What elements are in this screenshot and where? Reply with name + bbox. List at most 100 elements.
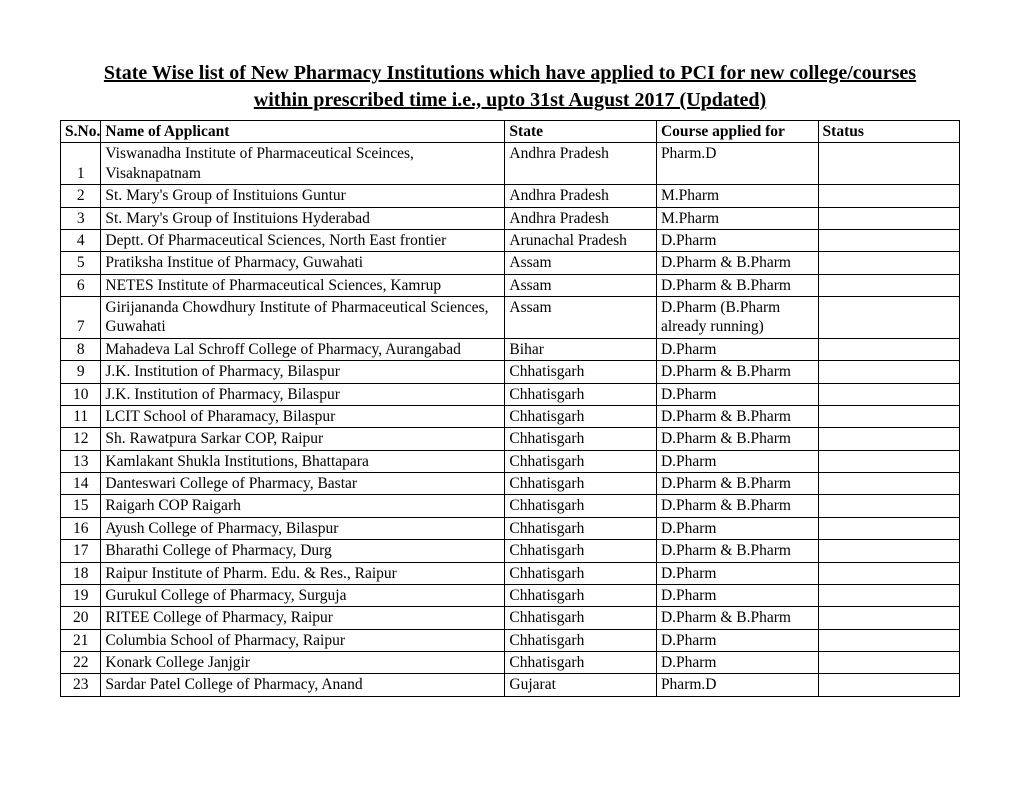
table-row: 18Raipur Institute of Pharm. Edu. & Res.… <box>61 562 960 584</box>
cell-sno: 18 <box>61 562 101 584</box>
cell-sno: 1 <box>61 143 101 185</box>
table-row: 3St. Mary's Group of Instituions Hyderab… <box>61 207 960 229</box>
cell-name: Mahadeva Lal Schroff College of Pharmacy… <box>101 338 505 360</box>
cell-sno: 14 <box>61 473 101 495</box>
cell-status <box>818 540 959 562</box>
cell-status <box>818 361 959 383</box>
cell-course: D.Pharm & B.Pharm <box>656 405 818 427</box>
cell-course: M.Pharm <box>656 207 818 229</box>
cell-state: Arunachal Pradesh <box>505 229 657 251</box>
cell-name: Columbia School of Pharmacy, Raipur <box>101 629 505 651</box>
cell-state: Chhatisgarh <box>505 405 657 427</box>
cell-course: D.Pharm & B.Pharm <box>656 428 818 450</box>
cell-state: Andhra Pradesh <box>505 185 657 207</box>
cell-state: Chhatisgarh <box>505 473 657 495</box>
cell-status <box>818 450 959 472</box>
cell-state: Chhatisgarh <box>505 383 657 405</box>
cell-state: Chhatisgarh <box>505 450 657 472</box>
cell-state: Chhatisgarh <box>505 562 657 584</box>
cell-name: Gurukul College of Pharmacy, Surguja <box>101 584 505 606</box>
cell-name: Raigarh COP Raigarh <box>101 495 505 517</box>
cell-course: M.Pharm <box>656 185 818 207</box>
cell-course: D.Pharm <box>656 629 818 651</box>
table-row: 17Bharathi College of Pharmacy, DurgChha… <box>61 540 960 562</box>
cell-state: Gujarat <box>505 674 657 696</box>
table-row: 19Gurukul College of Pharmacy, SurgujaCh… <box>61 584 960 606</box>
table-row: 10J.K. Institution of Pharmacy, Bilaspur… <box>61 383 960 405</box>
cell-course: D.Pharm & B.Pharm <box>656 361 818 383</box>
table-row: 21Columbia School of Pharmacy, RaipurChh… <box>61 629 960 651</box>
cell-name: Girijananda Chowdhury Institute of Pharm… <box>101 297 505 339</box>
cell-name: Konark College Janjgir <box>101 652 505 674</box>
cell-sno: 3 <box>61 207 101 229</box>
cell-state: Assam <box>505 297 657 339</box>
cell-sno: 8 <box>61 338 101 360</box>
cell-course: D.Pharm <box>656 383 818 405</box>
cell-course: D.Pharm <box>656 229 818 251</box>
cell-state: Assam <box>505 252 657 274</box>
cell-course: D.Pharm & B.Pharm <box>656 607 818 629</box>
cell-sno: 5 <box>61 252 101 274</box>
cell-course: D.Pharm (B.Pharm already running) <box>656 297 818 339</box>
col-sno: S.No. <box>61 121 101 143</box>
cell-state: Chhatisgarh <box>505 607 657 629</box>
table-row: 1Viswanadha Institute of Pharmaceutical … <box>61 143 960 185</box>
cell-course: D.Pharm & B.Pharm <box>656 274 818 296</box>
cell-name: Ayush College of Pharmacy, Bilaspur <box>101 517 505 539</box>
cell-status <box>818 652 959 674</box>
cell-status <box>818 473 959 495</box>
col-state: State <box>505 121 657 143</box>
cell-sno: 4 <box>61 229 101 251</box>
cell-state: Chhatisgarh <box>505 629 657 651</box>
cell-status <box>818 405 959 427</box>
cell-name: Sardar Patel College of Pharmacy, Anand <box>101 674 505 696</box>
table-row: 11LCIT School of Pharamacy, BilaspurChha… <box>61 405 960 427</box>
table-row: 16Ayush College of Pharmacy, BilaspurChh… <box>61 517 960 539</box>
cell-course: Pharm.D <box>656 674 818 696</box>
table-row: 20RITEE College of Pharmacy, RaipurChhat… <box>61 607 960 629</box>
cell-course: D.Pharm <box>656 584 818 606</box>
table-row: 13Kamlakant Shukla Institutions, Bhattap… <box>61 450 960 472</box>
cell-state: Chhatisgarh <box>505 652 657 674</box>
table-row: 7Girijananda Chowdhury Institute of Phar… <box>61 297 960 339</box>
cell-status <box>818 584 959 606</box>
title-line-2: within prescribed time i.e., upto 31st A… <box>254 89 766 111</box>
cell-name: RITEE College of Pharmacy, Raipur <box>101 607 505 629</box>
cell-status <box>818 143 959 185</box>
cell-sno: 2 <box>61 185 101 207</box>
cell-state: Andhra Pradesh <box>505 143 657 185</box>
table-row: 6NETES Institute of Pharmaceutical Scien… <box>61 274 960 296</box>
cell-status <box>818 629 959 651</box>
table-row: 2St. Mary's Group of Instituions GunturA… <box>61 185 960 207</box>
cell-sno: 11 <box>61 405 101 427</box>
table-header-row: S.No. Name of Applicant State Course app… <box>61 121 960 143</box>
cell-sno: 20 <box>61 607 101 629</box>
page-title: State Wise list of New Pharmacy Institut… <box>60 60 960 114</box>
cell-sno: 15 <box>61 495 101 517</box>
cell-name: Deptt. Of Pharmaceutical Sciences, North… <box>101 229 505 251</box>
cell-name: St. Mary's Group of Instituions Guntur <box>101 185 505 207</box>
cell-state: Chhatisgarh <box>505 540 657 562</box>
cell-status <box>818 274 959 296</box>
cell-name: Sh. Rawatpura Sarkar COP, Raipur <box>101 428 505 450</box>
cell-status <box>818 562 959 584</box>
table-row: 8Mahadeva Lal Schroff College of Pharmac… <box>61 338 960 360</box>
cell-state: Assam <box>505 274 657 296</box>
cell-status <box>818 297 959 339</box>
cell-status <box>818 383 959 405</box>
cell-name: LCIT School of Pharamacy, Bilaspur <box>101 405 505 427</box>
cell-state: Andhra Pradesh <box>505 207 657 229</box>
cell-status <box>818 428 959 450</box>
col-status: Status <box>818 121 959 143</box>
institutions-table: S.No. Name of Applicant State Course app… <box>60 120 960 697</box>
cell-course: D.Pharm <box>656 562 818 584</box>
cell-sno: 19 <box>61 584 101 606</box>
cell-course: D.Pharm & B.Pharm <box>656 495 818 517</box>
title-line-1: State Wise list of New Pharmacy Institut… <box>104 62 916 84</box>
cell-status <box>818 229 959 251</box>
table-row: 22Konark College JanjgirChhatisgarhD.Pha… <box>61 652 960 674</box>
col-name: Name of Applicant <box>101 121 505 143</box>
cell-sno: 16 <box>61 517 101 539</box>
cell-name: J.K. Institution of Pharmacy, Bilaspur <box>101 383 505 405</box>
cell-name: Raipur Institute of Pharm. Edu. & Res., … <box>101 562 505 584</box>
